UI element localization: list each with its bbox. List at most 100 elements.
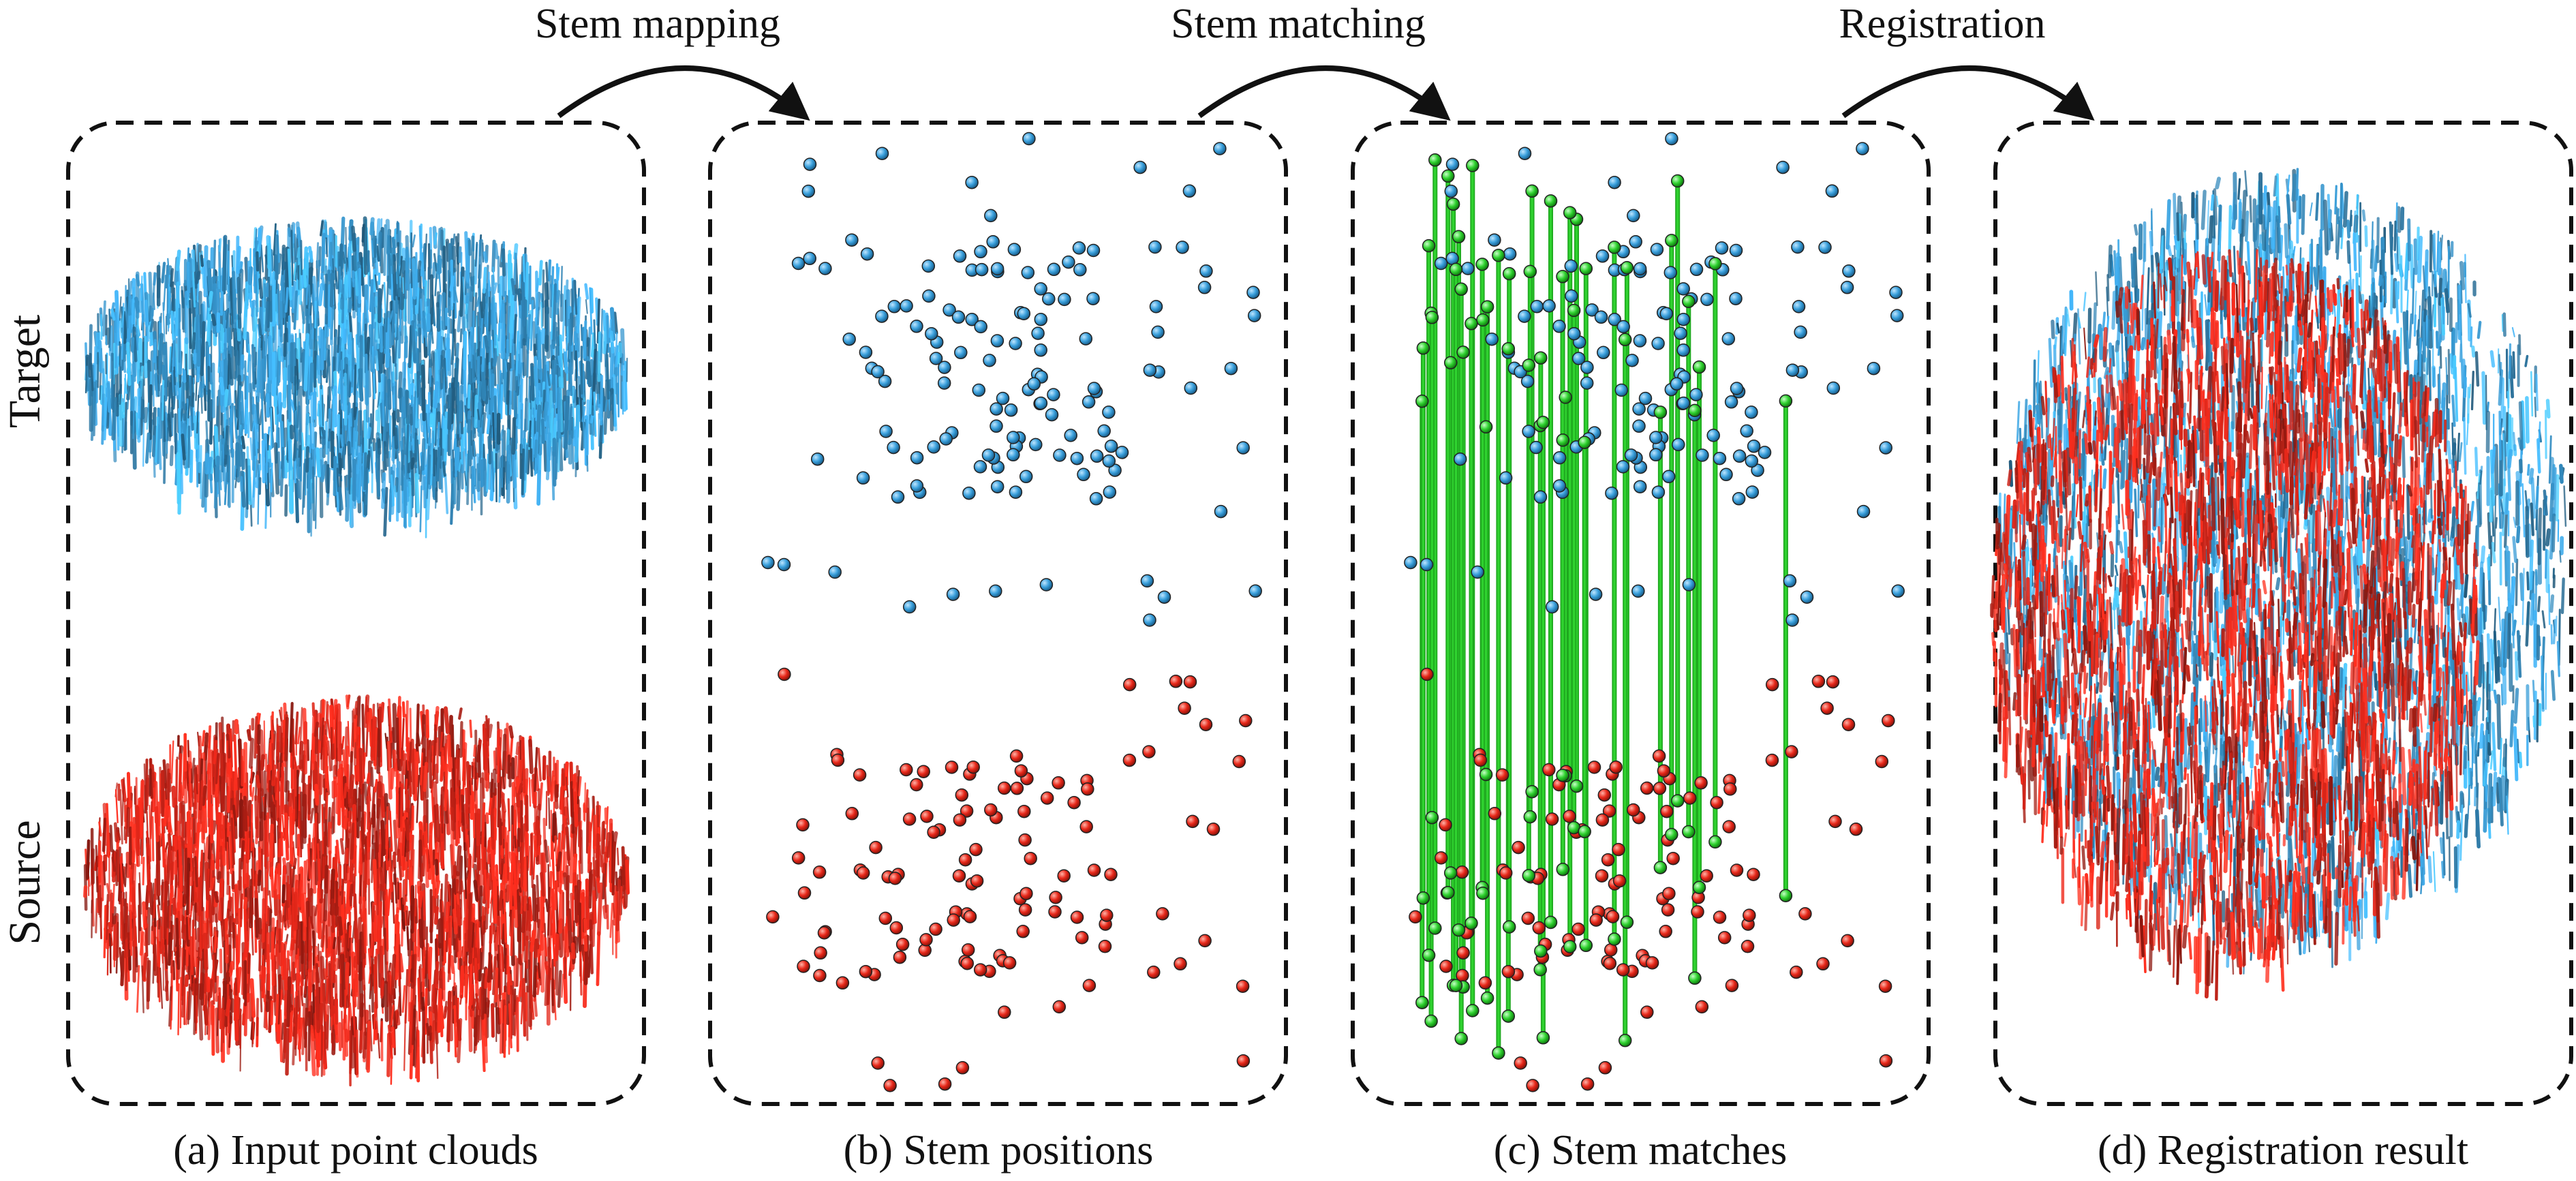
source-stem-marker xyxy=(1473,753,1488,767)
source-stem-marker xyxy=(1571,922,1585,936)
target-stem-marker xyxy=(1529,440,1543,455)
panel-d-frame xyxy=(1993,121,2573,1106)
source-stem-marker xyxy=(1455,865,1469,879)
matched-stem-marker xyxy=(1692,360,1706,374)
source-stem-marker xyxy=(859,964,873,979)
source-stem-marker xyxy=(929,922,942,936)
target-stem-marker xyxy=(1199,264,1213,278)
target-stem-marker xyxy=(1747,440,1761,453)
target-stem-marker xyxy=(1133,160,1147,174)
source-point-cloud xyxy=(82,694,630,1087)
source-stem-marker xyxy=(1521,911,1535,925)
matched-stem-marker xyxy=(1476,886,1490,900)
matched-stem-marker xyxy=(1465,917,1478,930)
target-stem-marker xyxy=(1730,382,1744,395)
source-stem-marker xyxy=(1478,976,1492,990)
matched-stem-marker xyxy=(1567,303,1581,318)
target-stem-marker xyxy=(1143,613,1156,627)
target-stem-marker xyxy=(937,376,951,390)
source-stem-marker xyxy=(1122,753,1137,767)
source-stem-marker xyxy=(1040,791,1054,805)
target-stem-marker xyxy=(1444,184,1458,198)
target-stem-marker xyxy=(983,354,996,367)
source-stem-marker xyxy=(1609,760,1623,774)
target-stem-marker xyxy=(1034,343,1047,357)
panel-c-frame xyxy=(1351,121,1931,1106)
source-stem-marker xyxy=(919,933,933,947)
target-stem-marker xyxy=(1070,451,1084,465)
matched-stem-marker xyxy=(1618,1034,1632,1047)
source-stem-marker xyxy=(1232,754,1246,769)
source-stem-marker xyxy=(960,804,974,818)
matched-stem-marker xyxy=(1779,889,1793,902)
target-stem-marker xyxy=(1485,332,1499,346)
matched-stem-marker xyxy=(1708,835,1722,849)
source-stem-marker xyxy=(853,768,867,782)
matched-stem-marker xyxy=(1476,313,1490,327)
matched-stem-marker xyxy=(1670,174,1685,188)
source-stem-marker xyxy=(1024,851,1037,865)
target-stem-marker xyxy=(1567,326,1581,341)
target-stem-marker xyxy=(1007,431,1020,444)
source-stem-marker xyxy=(1236,1054,1251,1068)
matched-stem-marker xyxy=(1653,861,1668,874)
target-stem-marker xyxy=(1104,440,1118,453)
matched-stem-marker xyxy=(1424,1014,1438,1028)
row-label-target: Target xyxy=(0,315,50,428)
target-stem-marker xyxy=(1404,555,1417,570)
source-stem-marker xyxy=(1488,807,1502,820)
source-stem-marker xyxy=(1014,764,1028,778)
source-stem-marker xyxy=(1104,868,1118,881)
target-stem-marker xyxy=(990,402,1003,416)
target-stem-marker xyxy=(954,346,968,360)
target-stem-marker xyxy=(1034,282,1047,296)
target-stem-marker xyxy=(1856,142,1869,155)
target-stem-marker xyxy=(1715,241,1729,255)
matched-stem-marker xyxy=(1556,270,1569,283)
source-stem-marker xyxy=(953,813,967,827)
matched-stem-marker xyxy=(1618,333,1632,347)
matched-stem-marker xyxy=(1522,358,1536,372)
matched-stem-marker xyxy=(1502,920,1516,934)
matched-stem-marker xyxy=(1670,794,1685,808)
target-stem-marker xyxy=(1034,396,1048,410)
target-stem-marker xyxy=(1420,557,1434,572)
target-stem-marker xyxy=(1434,256,1448,271)
target-stem-marker xyxy=(1689,388,1703,401)
target-stem-marker xyxy=(975,262,989,277)
source-stem-marker xyxy=(1456,946,1470,960)
matched-stem-marker xyxy=(1779,394,1793,408)
target-stem-marker xyxy=(1445,157,1460,171)
target-stem-marker xyxy=(1580,376,1594,390)
source-stem-marker xyxy=(1683,791,1697,805)
target-stem-marker xyxy=(1176,241,1189,254)
source-stem-marker xyxy=(960,956,975,970)
matched-stem-marker xyxy=(1425,311,1439,324)
source-stem-marker xyxy=(1820,701,1834,715)
source-stem-marker xyxy=(895,938,910,951)
target-stem-marker xyxy=(887,440,900,455)
matched-stem-marker xyxy=(1536,1031,1550,1045)
target-stem-marker xyxy=(1564,259,1578,273)
source-stem-marker xyxy=(1882,714,1895,728)
matched-stem-marker xyxy=(1452,923,1466,937)
target-stem-marker xyxy=(1825,184,1839,198)
source-stem-marker xyxy=(888,872,902,885)
caption-panel-a: (a) Input point clouds xyxy=(173,1127,538,1174)
target-stem-marker xyxy=(942,303,956,317)
matched-stem-marker xyxy=(1449,979,1463,992)
source-stem-marker xyxy=(1645,956,1659,970)
target-stem-marker xyxy=(1004,403,1018,417)
source-stem-marker xyxy=(797,960,810,973)
matched-stem-marker xyxy=(1682,825,1696,839)
matched-stem-marker xyxy=(1534,351,1548,365)
target-stem-marker xyxy=(951,310,966,324)
target-stem-marker xyxy=(1089,492,1103,506)
matched-stem-marker xyxy=(1665,827,1678,842)
source-stem-marker xyxy=(970,874,984,888)
matched-stem-marker xyxy=(1501,342,1516,356)
target-stem-marker xyxy=(803,251,816,266)
target-stem-marker xyxy=(761,555,775,570)
target-stem-marker xyxy=(818,262,832,275)
target-stem-marker xyxy=(1674,326,1687,340)
